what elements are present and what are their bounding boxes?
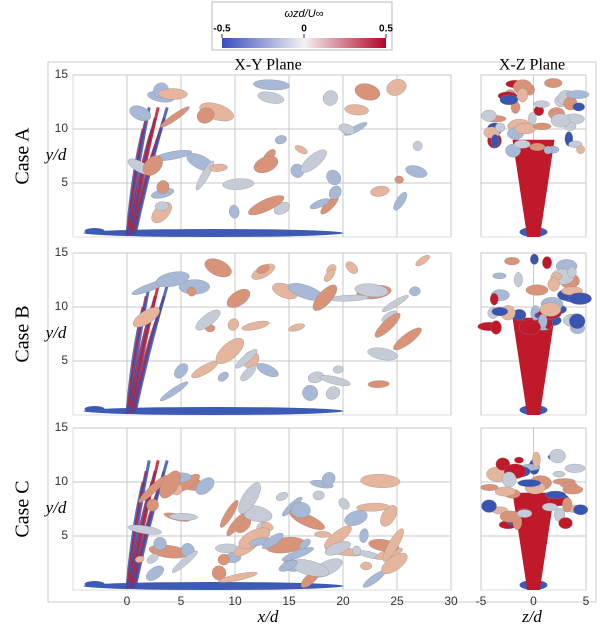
y-tick-label: 15 — [55, 245, 69, 259]
vortex-blob — [490, 293, 498, 305]
vortex-blob — [500, 95, 518, 105]
vortex-blob — [517, 509, 532, 517]
x-tick-label: 5 — [583, 594, 590, 608]
y-tick-label: 5 — [61, 175, 68, 189]
y-axis-label: y/d — [44, 145, 67, 164]
y-tick-label: 5 — [61, 528, 68, 542]
colorbar-label: ωzd/U∞ — [284, 8, 323, 20]
vortex-blob — [533, 123, 551, 130]
y-tick-label: 10 — [55, 121, 69, 135]
y-tick-label: 10 — [55, 299, 69, 313]
wall-vortex — [85, 581, 105, 587]
wall-vortex — [85, 228, 105, 234]
x-tick-label: 25 — [390, 594, 404, 608]
vortex-blob — [517, 88, 528, 102]
vortex-blob — [544, 78, 562, 87]
vortex-blob — [502, 472, 516, 487]
vortex-blob — [544, 146, 552, 154]
vortex-blob — [565, 464, 585, 473]
vortex-blob — [566, 90, 589, 98]
row-label: Case A — [12, 127, 34, 185]
x-axis-label: z/d — [521, 607, 542, 626]
vortex-blob — [573, 103, 585, 111]
x-tick-label: 5 — [178, 594, 185, 608]
x-tick-label: 20 — [336, 594, 350, 608]
vortex-blob — [530, 254, 538, 265]
wall-vortex — [85, 406, 105, 412]
vortex-blob — [542, 503, 557, 511]
y-axis-label: y/d — [44, 498, 67, 517]
vortex-blob — [491, 134, 499, 147]
colorbar — [222, 38, 386, 48]
x-tick-label: 10 — [228, 594, 242, 608]
x-tick-label: 30 — [444, 594, 458, 608]
y-tick-label: 5 — [61, 353, 68, 367]
vortex-blob — [504, 257, 519, 265]
vortex-blob — [514, 140, 530, 148]
vortex-tube — [413, 141, 422, 151]
row-label: Case C — [12, 480, 34, 537]
vortex-blob — [528, 112, 536, 124]
column-title: X-Y Plane — [234, 57, 301, 74]
y-tick-label: 15 — [55, 420, 69, 434]
vortex-blob — [567, 267, 576, 278]
vortex-blob — [569, 314, 585, 329]
vortex-blob — [553, 471, 565, 477]
wall-vortex — [83, 229, 343, 237]
vortex-blob — [540, 302, 561, 316]
vortex-blob — [563, 485, 583, 494]
x-axis-label: x/d — [257, 607, 279, 626]
vortex-blob — [481, 110, 496, 121]
vortex-blob — [542, 257, 551, 269]
vortex-blob — [515, 123, 536, 134]
vortex-blob — [495, 123, 505, 132]
vortex-blob — [495, 487, 515, 496]
vortex-blob — [559, 518, 573, 529]
row-label: Case B — [12, 305, 34, 362]
vortex-blob — [514, 457, 523, 463]
x-tick-label: -5 — [476, 594, 487, 608]
vortex-blob — [491, 321, 502, 335]
vortex-blob — [530, 143, 545, 151]
colorbar-tick-label: -0.5 — [213, 24, 231, 35]
vortex-blob — [534, 101, 550, 108]
vortex-blob — [545, 491, 565, 499]
figure: ωzd/U∞ X-Y Plane X-Z Plane x/d z/d -0.5 0… — [0, 0, 600, 630]
x-tick-label: 15 — [282, 594, 296, 608]
column-title: X-Z Plane — [499, 57, 565, 74]
vortex-blob — [576, 145, 584, 153]
vortex-blob — [514, 272, 522, 287]
vortex-blob — [573, 505, 588, 515]
vortex-blob — [492, 307, 508, 316]
x-tick-label: 0 — [530, 594, 537, 608]
vortex-tube — [360, 562, 372, 570]
y-tick-label: 15 — [55, 67, 69, 81]
wall-vortex — [83, 407, 343, 415]
vortex-blob — [482, 500, 497, 513]
vortex-blob — [493, 273, 507, 279]
vortex-blob — [562, 497, 572, 512]
vortex-blob — [568, 293, 591, 305]
x-tick-label: 0 — [124, 594, 131, 608]
vortex-blob — [532, 452, 540, 467]
vortex-blob — [519, 320, 541, 335]
colorbar-tick-label: 0.5 — [379, 24, 393, 35]
y-axis-label: y/d — [44, 323, 67, 342]
vortex-blob — [526, 285, 548, 296]
colorbar-tick-label: 0 — [301, 24, 307, 35]
vortex-blob — [548, 278, 560, 292]
vortex-blob — [551, 114, 570, 128]
vortex-blob — [518, 479, 541, 486]
vortex-blob — [549, 449, 565, 463]
y-tick-label: 10 — [55, 474, 69, 488]
